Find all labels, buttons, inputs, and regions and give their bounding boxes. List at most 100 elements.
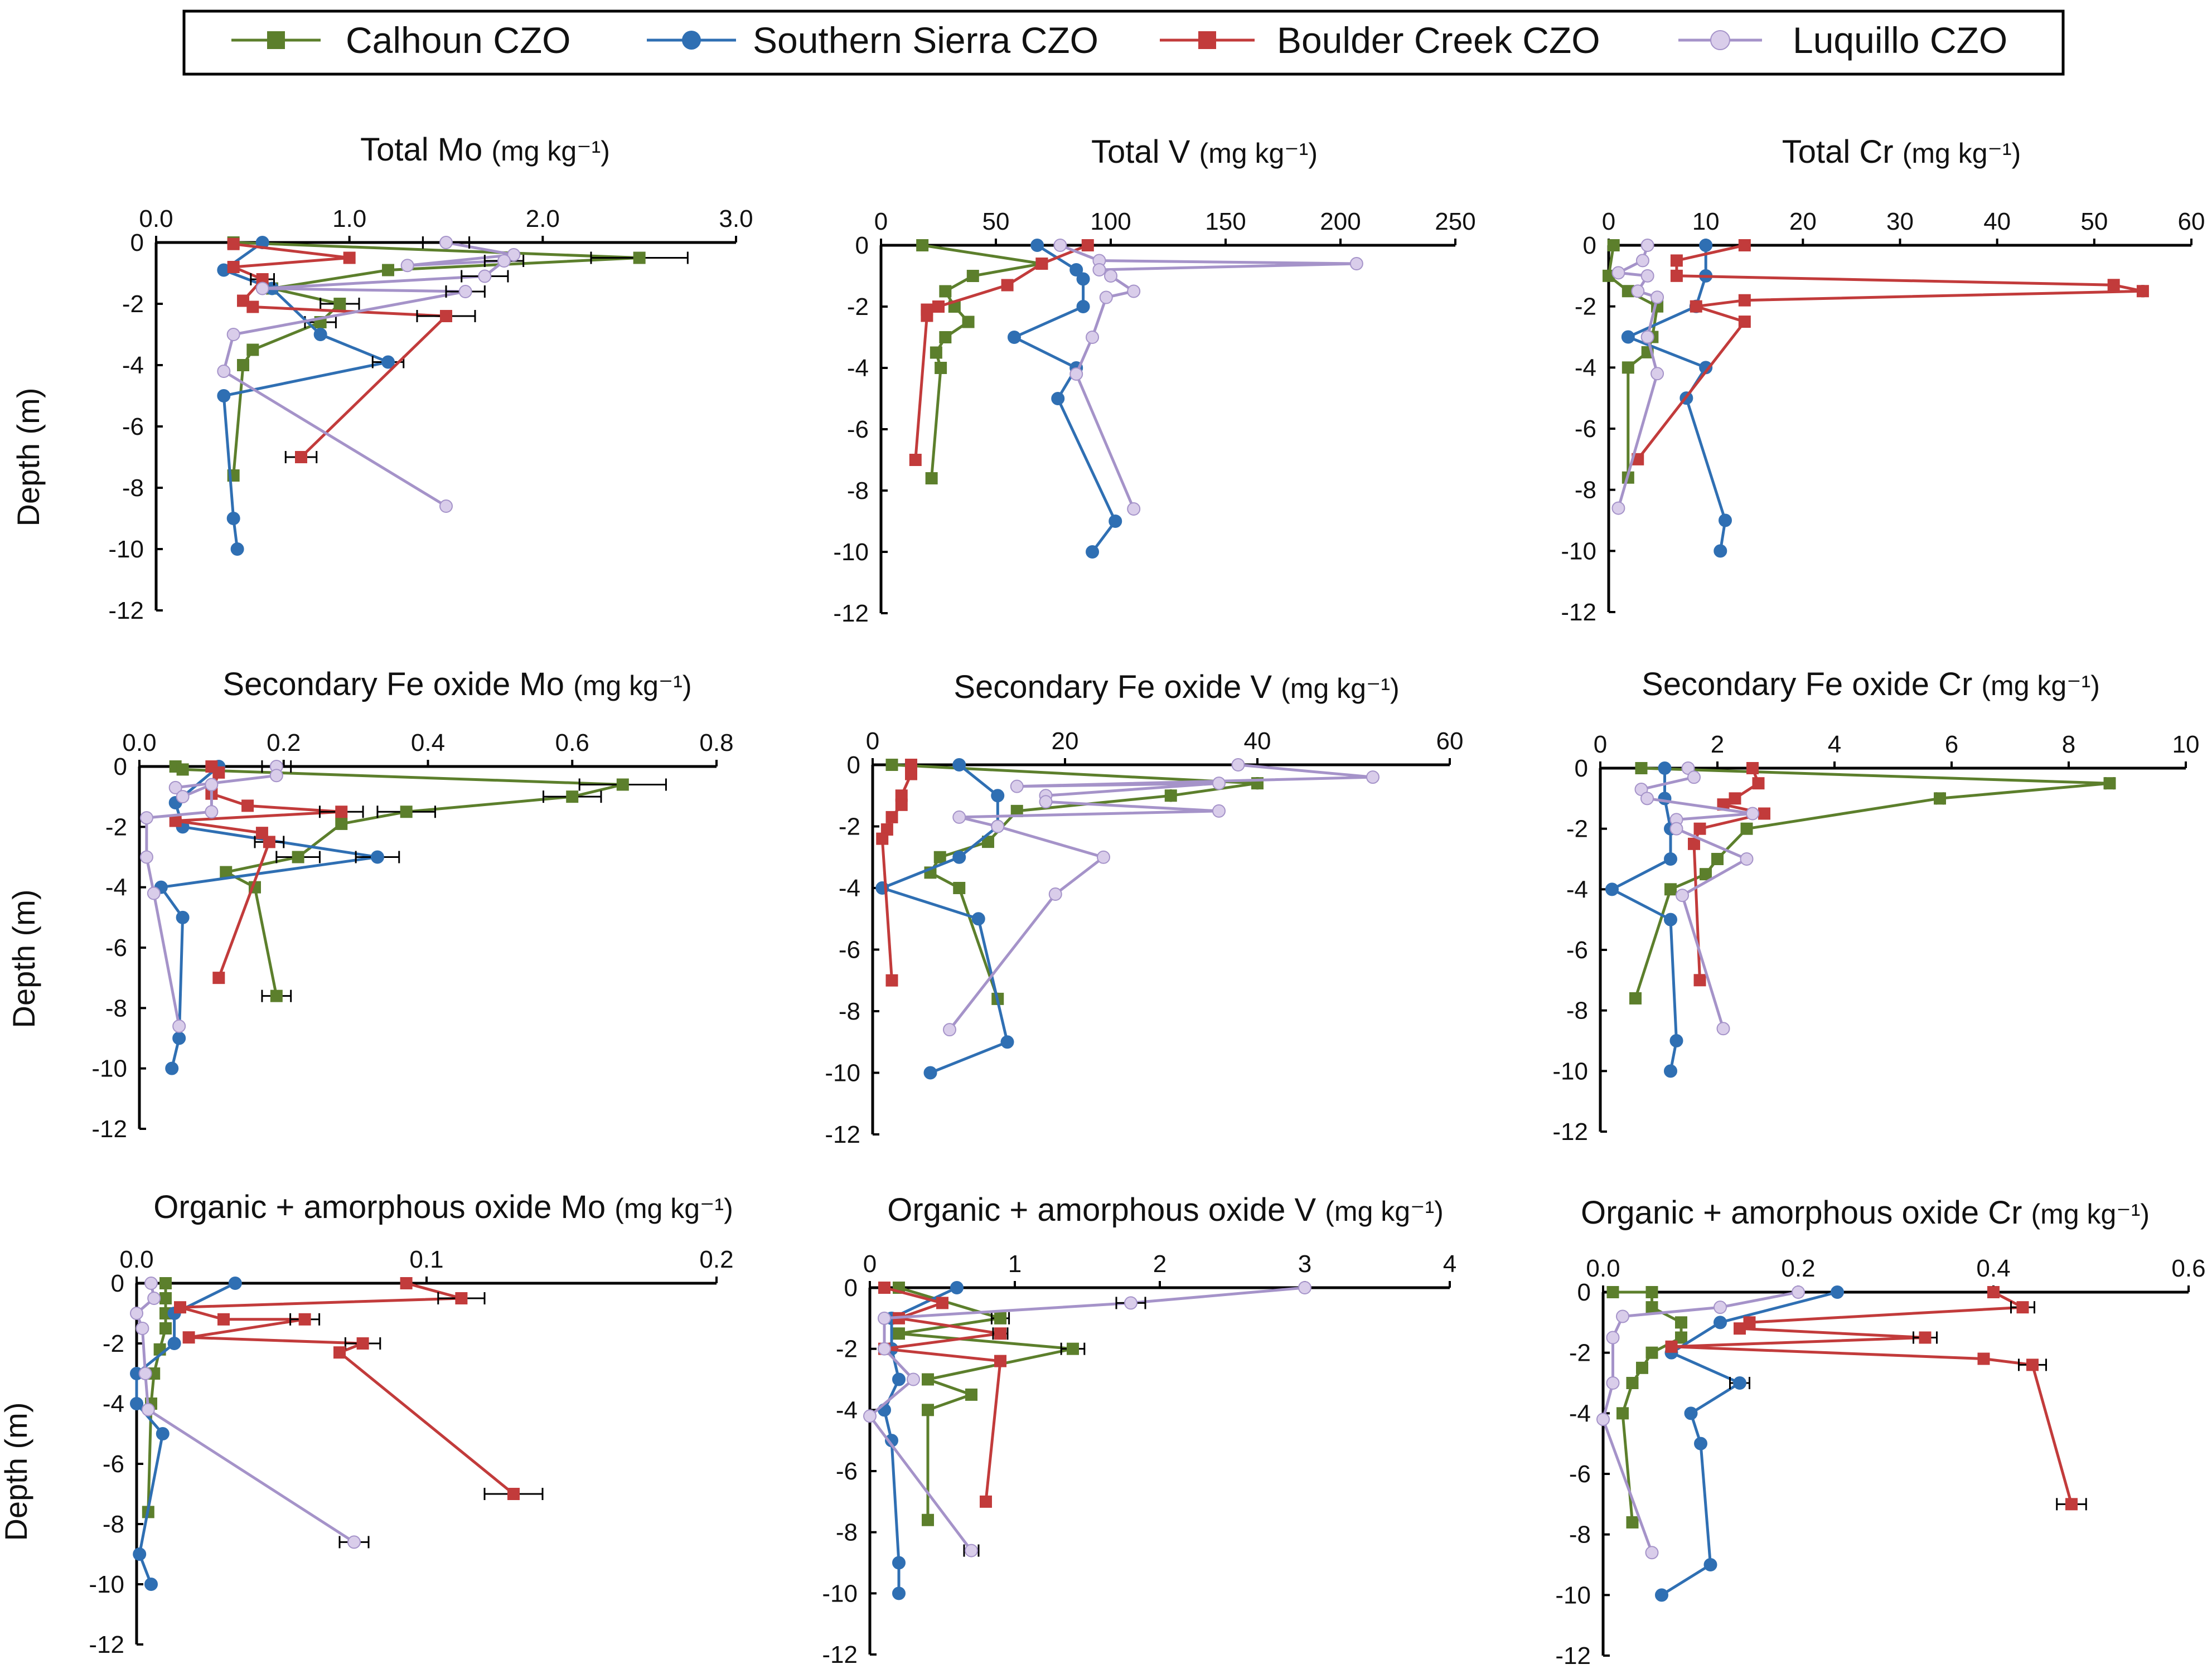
data-point-luquillo-czo xyxy=(439,499,453,513)
panel-title-text: Total Mo xyxy=(360,132,491,168)
data-point-luquillo-czo xyxy=(1640,330,1654,344)
data-point-boulder-creek-czo xyxy=(994,1355,1006,1367)
series-line-luquillo-czo xyxy=(948,763,1374,1031)
panel-title: Organic + amorphous oxide V (mg kg⁻¹) xyxy=(887,1192,1444,1228)
data-point-southern-sierra-czo xyxy=(1076,272,1090,286)
data-point-southern-sierra-czo xyxy=(1030,239,1044,252)
data-point-luquillo-czo xyxy=(217,365,231,378)
data-point-boulder-creek-czo xyxy=(1693,822,1706,835)
data-point-luquillo-czo xyxy=(347,1535,361,1549)
data-point-boulder-creek-czo xyxy=(1738,294,1751,307)
panel-secondary-fe-oxide-cr: Secondary Fe oxide Cr (mg kg⁻¹) 0 2 4 6 8 10 0 -… xyxy=(1552,666,2199,1146)
x-tick-label: 0.1 xyxy=(409,1246,443,1273)
data-point-luquillo-czo xyxy=(226,328,240,341)
data-point-luquillo-czo xyxy=(507,248,521,261)
y-tick-label: -12 xyxy=(1561,599,1596,626)
x-tick-label: 20 xyxy=(1789,208,1817,235)
data-point-luquillo-czo xyxy=(1039,795,1053,809)
data-point-luquillo-czo xyxy=(991,819,1005,833)
data-point-calhoun-czo xyxy=(1711,853,1724,865)
data-point-boulder-creek-czo xyxy=(895,798,908,811)
data-point-luquillo-czo xyxy=(147,886,161,900)
data-point-southern-sierra-czo xyxy=(1714,544,1727,558)
data-point-luquillo-czo xyxy=(139,850,153,864)
data-point-southern-sierra-czo xyxy=(892,1372,906,1386)
y-tick-label: -4 xyxy=(122,352,144,379)
data-point-boulder-creek-czo xyxy=(1688,837,1700,850)
data-point-boulder-creek-czo xyxy=(2026,1358,2039,1371)
data-point-luquillo-czo xyxy=(1606,1376,1620,1390)
data-point-boulder-creek-czo xyxy=(1987,1286,2000,1298)
data-point-calhoun-czo xyxy=(1675,1331,1687,1344)
data-point-luquillo-czo xyxy=(1231,758,1245,772)
data-point-southern-sierra-czo xyxy=(1069,263,1083,276)
data-point-calhoun-czo xyxy=(1622,361,1634,374)
data-point-southern-sierra-czo xyxy=(1664,1064,1677,1078)
data-point-southern-sierra-czo xyxy=(1664,852,1677,866)
series-southern-sierra-czo xyxy=(1621,239,1732,558)
x-tick-label: 0.4 xyxy=(1976,1255,2010,1282)
series-luquillo-czo xyxy=(217,236,525,513)
data-point-luquillo-czo xyxy=(144,1277,158,1290)
data-point-southern-sierra-czo xyxy=(1714,1316,1727,1330)
data-point-boulder-creek-czo xyxy=(1001,279,1014,292)
y-tick-label: -6 xyxy=(122,413,144,440)
series-boulder-creek-czo xyxy=(1688,762,1770,987)
data-point-luquillo-czo xyxy=(1092,263,1106,276)
data-point-southern-sierra-czo xyxy=(1621,330,1635,344)
panel-unit: (mg kg⁻¹) xyxy=(1981,670,2100,701)
panel-title: Total V (mg kg⁻¹) xyxy=(1091,134,1318,170)
y-tick-label: -6 xyxy=(839,937,860,964)
x-tick-label: 0 xyxy=(1602,208,1615,235)
data-point-boulder-creek-czo xyxy=(1752,777,1765,790)
data-point-luquillo-czo xyxy=(400,259,414,273)
data-point-boulder-creek-czo xyxy=(255,827,268,840)
series-boulder-creek-czo xyxy=(876,759,917,987)
data-point-boulder-creek-czo xyxy=(333,1346,346,1359)
data-point-boulder-creek-czo xyxy=(227,261,240,273)
x-tick-label: 0.2 xyxy=(1781,1255,1815,1282)
y-tick-label: -8 xyxy=(1575,477,1596,504)
data-point-southern-sierra-czo xyxy=(1000,1035,1014,1049)
x-tick-label: 8 xyxy=(2062,731,2075,758)
data-point-boulder-creek-czo xyxy=(212,766,225,779)
y-tick-label: 0 xyxy=(111,1270,124,1297)
data-point-southern-sierra-czo xyxy=(892,1586,906,1600)
data-point-boulder-creek-czo xyxy=(885,974,898,987)
data-point-calhoun-czo xyxy=(1607,239,1620,251)
data-point-boulder-creek-czo xyxy=(2065,1498,2078,1511)
legend-label-luquillo: Luquillo CZO xyxy=(1793,20,2007,61)
data-point-boulder-creek-czo xyxy=(885,811,898,823)
data-point-calhoun-czo xyxy=(292,851,304,863)
data-point-luquillo-czo xyxy=(952,810,966,824)
series-line-boulder-creek-czo xyxy=(232,242,448,458)
x-tick-label: 1.0 xyxy=(332,205,366,232)
data-point-calhoun-czo xyxy=(246,343,259,356)
y-tick-label: -10 xyxy=(108,536,144,563)
data-point-luquillo-czo xyxy=(1687,770,1701,784)
x-tick-label: 3 xyxy=(1298,1250,1311,1278)
panel-title-text: Secondary Fe oxide V xyxy=(953,669,1281,705)
y-tick-label: -12 xyxy=(91,1115,127,1143)
data-point-luquillo-czo xyxy=(1298,1281,1311,1294)
data-point-southern-sierra-czo xyxy=(226,512,240,525)
data-point-boulder-creek-czo xyxy=(298,1313,311,1326)
data-point-boulder-creek-czo xyxy=(1746,762,1759,774)
y-tick-label: -4 xyxy=(847,355,869,382)
data-point-luquillo-czo xyxy=(205,805,219,819)
data-point-calhoun-czo xyxy=(1645,1286,1658,1298)
data-point-boulder-creek-czo xyxy=(400,1277,413,1289)
data-point-calhoun-czo xyxy=(1664,883,1677,896)
data-point-calhoun-czo xyxy=(939,331,952,343)
data-point-luquillo-czo xyxy=(1716,1022,1730,1036)
series-calhoun-czo xyxy=(885,759,1264,1005)
y-tick-label: -10 xyxy=(91,1055,127,1083)
data-point-boulder-creek-czo xyxy=(994,1327,1006,1340)
y-tick-label: -4 xyxy=(1566,876,1588,903)
data-point-luquillo-czo xyxy=(255,282,269,295)
data-point-calhoun-czo xyxy=(930,346,942,359)
data-point-calhoun-czo xyxy=(922,1404,934,1416)
x-tick-label: 0.2 xyxy=(699,1246,733,1273)
legend-marker-luquillo xyxy=(1710,30,1730,50)
data-point-luquillo-czo xyxy=(1640,239,1654,252)
